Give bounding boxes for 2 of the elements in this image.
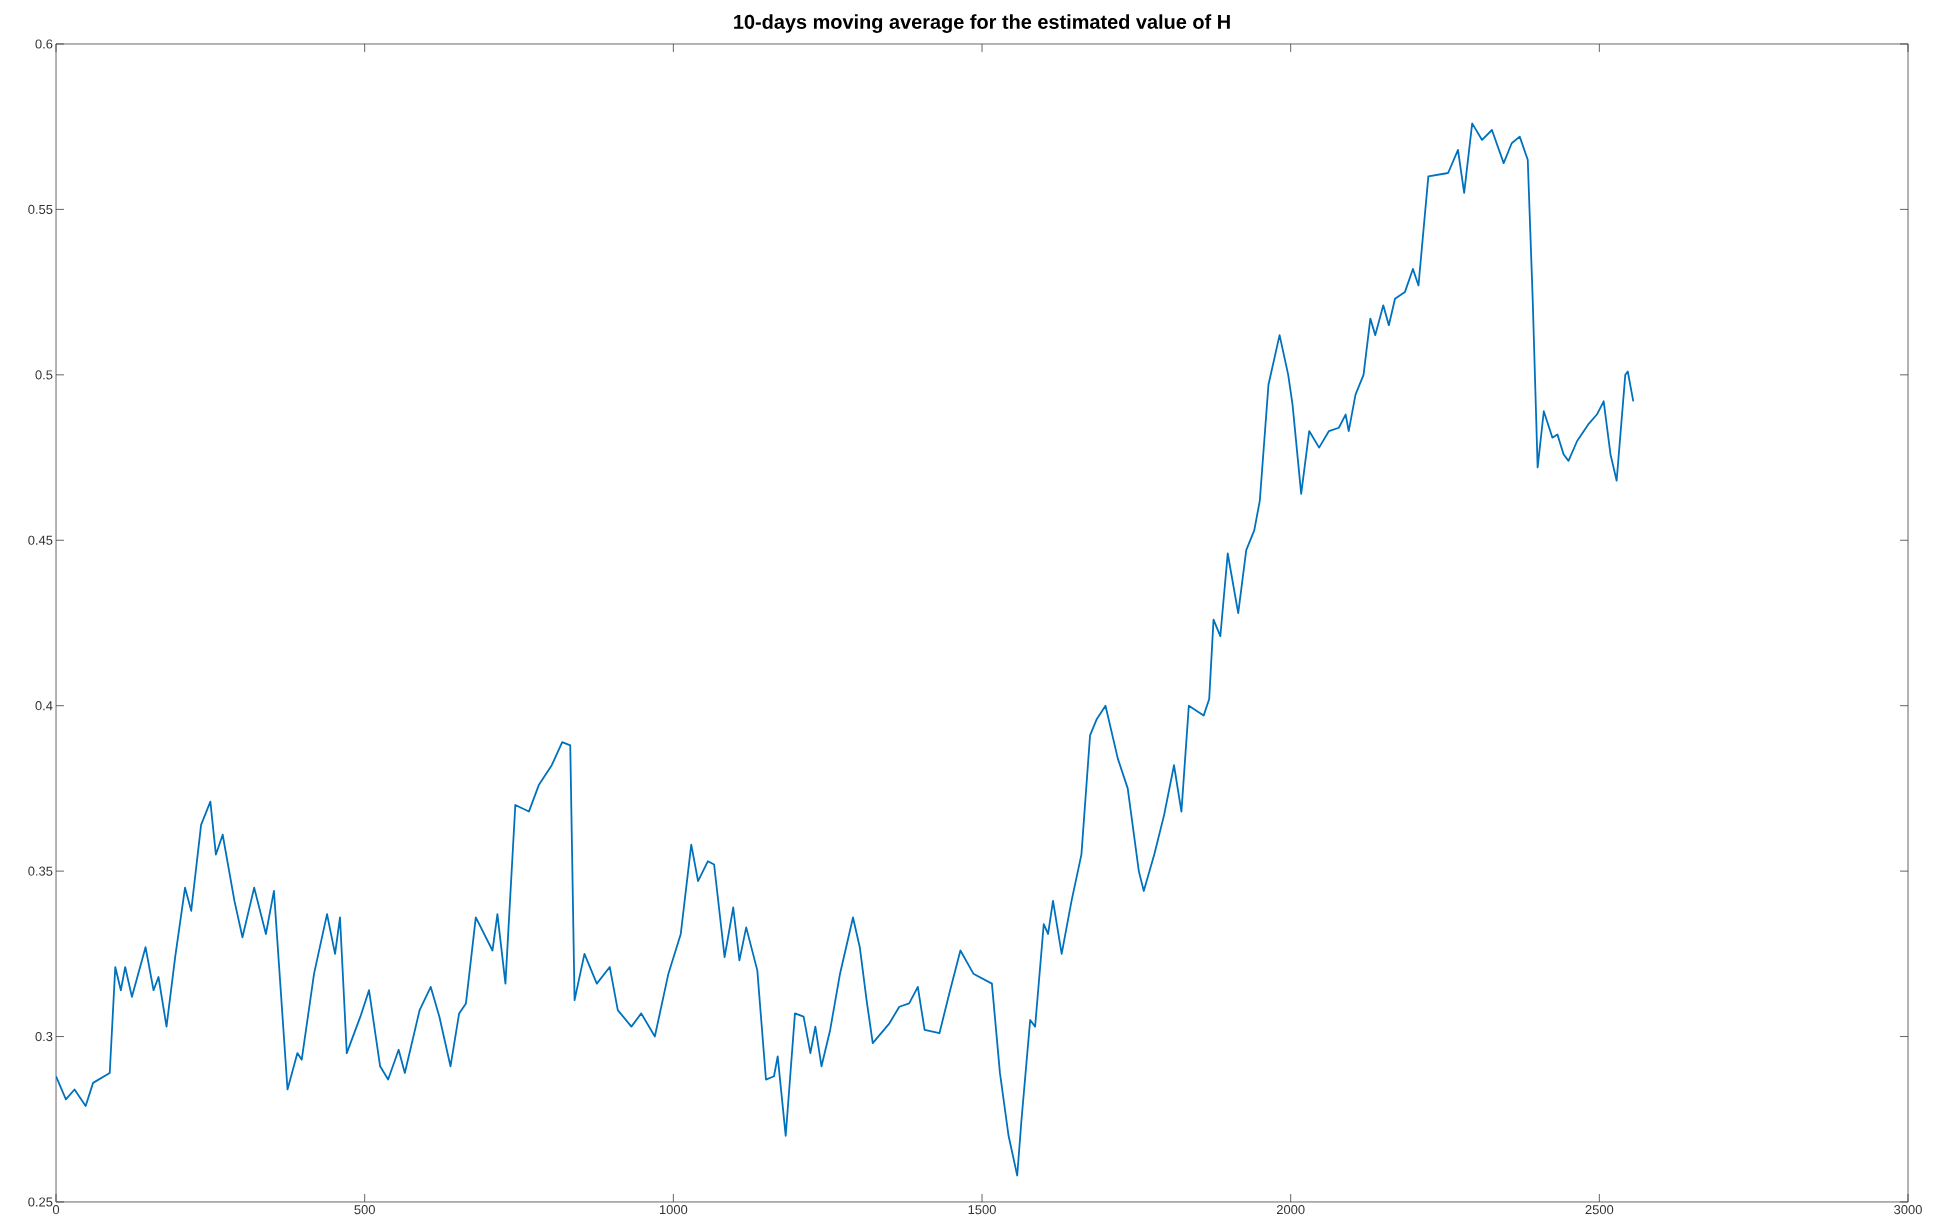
chart-title: 10-days moving average for the estimated value of H [734,14,1230,33]
line-series [56,122,1635,1177]
